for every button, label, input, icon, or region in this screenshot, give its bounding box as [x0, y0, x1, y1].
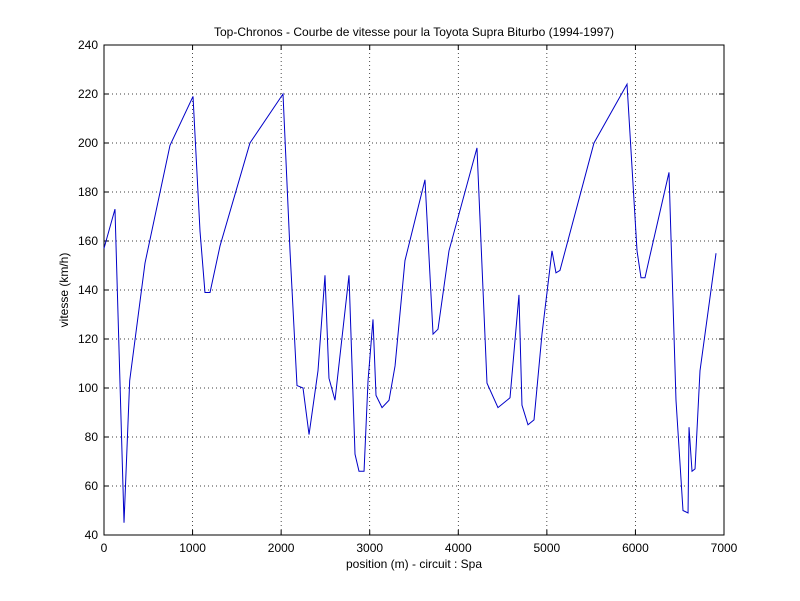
chart-title: Top-Chronos - Courbe de vitesse pour la … — [214, 25, 614, 39]
plot-frame — [103, 44, 725, 536]
x-axis-label: position (m) - circuit : Spa — [346, 557, 482, 571]
y-tick-label: 140 — [78, 283, 98, 297]
y-tick-label: 220 — [78, 87, 98, 101]
y-tick-label: 100 — [78, 381, 98, 395]
x-tick-label: 4000 — [445, 541, 472, 555]
y-tick-label: 200 — [78, 136, 98, 150]
x-tick-label: 7000 — [711, 541, 738, 555]
x-tick-label: 5000 — [534, 541, 561, 555]
x-tick-label: 6000 — [622, 541, 649, 555]
y-tick-label: 40 — [85, 528, 99, 542]
y-tick-label: 240 — [78, 38, 98, 52]
y-tick-label: 160 — [78, 234, 98, 248]
y-tick-label: 120 — [78, 332, 98, 346]
data-line — [103, 82, 717, 523]
x-tick-label: 1000 — [179, 541, 206, 555]
y-tick-label: 180 — [78, 185, 98, 199]
y-tick-label: 80 — [85, 430, 99, 444]
y-tick-label: 60 — [85, 479, 99, 493]
x-tick-label: 3000 — [356, 541, 383, 555]
x-tick-label: 0 — [101, 541, 108, 555]
x-tick-label: 2000 — [268, 541, 295, 555]
y-axis-label: vitesse (km/h) — [57, 253, 71, 328]
